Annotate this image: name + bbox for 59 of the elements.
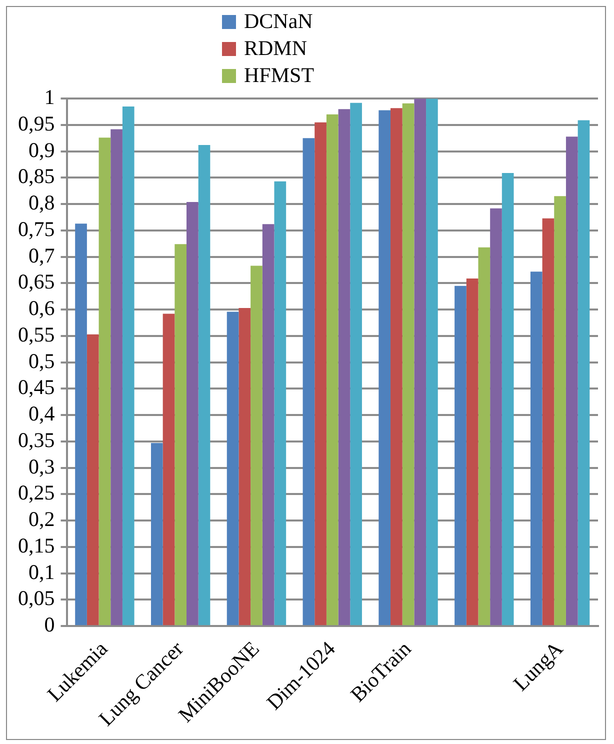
bar xyxy=(174,244,187,626)
y-tick-label: 0,4 xyxy=(28,402,56,426)
bar xyxy=(262,224,274,626)
y-tick-label: 0,1 xyxy=(28,560,55,584)
y-tick-label: 1 xyxy=(44,85,55,110)
bar xyxy=(542,218,554,626)
y-tick-label: 0,75 xyxy=(18,216,55,241)
bar xyxy=(122,106,134,626)
bar xyxy=(326,114,338,626)
bar xyxy=(302,138,315,626)
bar xyxy=(86,334,99,626)
bar xyxy=(226,312,239,626)
bar xyxy=(490,208,502,626)
y-tick-label: 0,55 xyxy=(18,322,55,346)
bar xyxy=(502,172,514,626)
bar xyxy=(454,286,466,626)
bar xyxy=(390,108,402,626)
y-tick-label: 0,2 xyxy=(28,507,55,532)
y-tick-label: 0,5 xyxy=(28,348,55,373)
bar xyxy=(466,278,478,626)
y-tick-label: 0,85 xyxy=(18,164,55,188)
y-tick-label: 0,25 xyxy=(18,480,55,505)
bar xyxy=(414,98,426,626)
bar xyxy=(150,443,163,626)
y-tick-label: 0,9 xyxy=(28,138,55,162)
legend-label: RDMN xyxy=(244,36,308,61)
y-tick-label: 0,15 xyxy=(18,533,55,558)
bar xyxy=(530,272,542,626)
bar xyxy=(350,102,362,626)
bar xyxy=(578,120,590,626)
y-tick-label: 0,7 xyxy=(28,243,55,268)
bar xyxy=(162,314,175,626)
bar xyxy=(402,103,414,626)
y-tick-label: 0,45 xyxy=(18,375,55,400)
bar xyxy=(554,196,566,626)
y-tick-label: 0,8 xyxy=(28,190,55,215)
bar xyxy=(238,308,251,626)
bar xyxy=(566,136,578,626)
y-tick-label: 0 xyxy=(44,612,55,637)
bar xyxy=(274,181,286,626)
bar xyxy=(378,110,391,626)
bar xyxy=(186,202,198,626)
bar xyxy=(75,224,87,626)
bar xyxy=(426,98,438,626)
y-tick-label: 0,95 xyxy=(18,111,55,136)
bar xyxy=(98,138,111,626)
bar xyxy=(314,122,326,626)
bar xyxy=(110,129,122,626)
legend-label: HFMST xyxy=(244,63,314,88)
bar xyxy=(338,109,350,626)
bar xyxy=(250,266,262,626)
legend-label: DCNaN xyxy=(244,9,313,34)
y-tick-label: 0,35 xyxy=(18,428,55,452)
y-tick-label: 0,6 xyxy=(28,296,55,320)
bar xyxy=(478,247,490,626)
y-tick-label: 0,3 xyxy=(28,454,55,478)
bar xyxy=(198,145,210,626)
y-tick-label: 0,05 xyxy=(18,586,55,610)
y-tick-label: 0,65 xyxy=(18,270,55,294)
